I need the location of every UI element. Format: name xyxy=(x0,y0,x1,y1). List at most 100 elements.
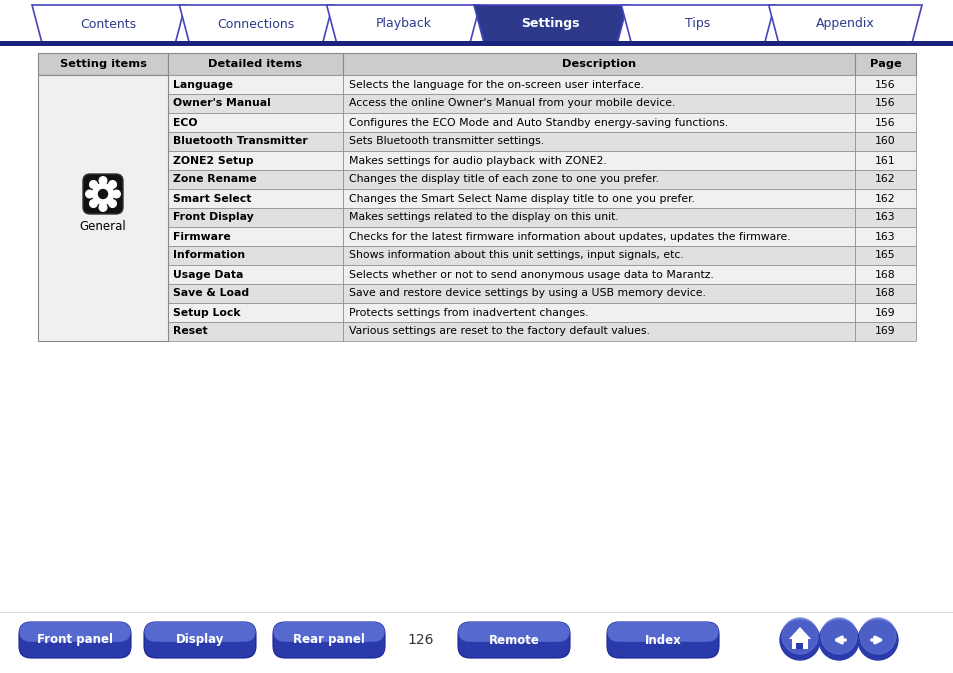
Circle shape xyxy=(109,180,116,188)
FancyBboxPatch shape xyxy=(457,622,569,658)
Bar xyxy=(343,132,854,151)
Bar xyxy=(168,246,343,265)
Polygon shape xyxy=(179,5,333,43)
Text: 162: 162 xyxy=(874,194,895,203)
Polygon shape xyxy=(326,5,479,43)
Text: Changes the display title of each zone to one you prefer.: Changes the display title of each zone t… xyxy=(349,174,659,184)
Text: Shows information about this unit settings, input signals, etc.: Shows information about this unit settin… xyxy=(349,250,683,260)
Text: Display: Display xyxy=(175,633,224,647)
Text: Appendix: Appendix xyxy=(815,17,874,30)
Polygon shape xyxy=(788,627,810,639)
FancyBboxPatch shape xyxy=(144,622,255,642)
Text: 161: 161 xyxy=(874,155,895,166)
FancyBboxPatch shape xyxy=(144,622,255,658)
Bar xyxy=(343,284,854,303)
Bar xyxy=(0,41,953,46)
Bar xyxy=(854,132,915,151)
Circle shape xyxy=(857,620,897,660)
Bar xyxy=(343,75,854,94)
Bar xyxy=(854,94,915,113)
Text: Usage Data: Usage Data xyxy=(172,269,243,279)
Polygon shape xyxy=(620,5,774,43)
FancyBboxPatch shape xyxy=(273,622,385,658)
Bar xyxy=(168,151,343,170)
Text: ZONE2 Setup: ZONE2 Setup xyxy=(172,155,253,166)
Text: Firmware: Firmware xyxy=(172,232,231,242)
Text: Owner's Manual: Owner's Manual xyxy=(172,98,271,108)
Text: Selects the language for the on-screen user interface.: Selects the language for the on-screen u… xyxy=(349,79,643,90)
Text: 156: 156 xyxy=(874,98,895,108)
Polygon shape xyxy=(768,5,921,43)
Bar xyxy=(343,189,854,208)
Text: 163: 163 xyxy=(874,232,895,242)
Bar xyxy=(343,113,854,132)
FancyBboxPatch shape xyxy=(606,622,719,642)
Polygon shape xyxy=(474,5,627,43)
Text: Information: Information xyxy=(172,250,245,260)
Text: 160: 160 xyxy=(874,137,895,147)
Bar xyxy=(168,132,343,151)
Bar xyxy=(854,189,915,208)
Bar xyxy=(343,227,854,246)
Circle shape xyxy=(86,190,93,198)
Text: Page: Page xyxy=(869,59,901,69)
Text: 169: 169 xyxy=(874,308,895,318)
Bar xyxy=(343,246,854,265)
FancyBboxPatch shape xyxy=(606,622,719,658)
Circle shape xyxy=(92,184,113,205)
Text: Tips: Tips xyxy=(684,17,710,30)
Bar xyxy=(343,94,854,113)
Bar xyxy=(168,208,343,227)
Text: Bluetooth Transmitter: Bluetooth Transmitter xyxy=(172,137,308,147)
Circle shape xyxy=(99,177,107,184)
Bar xyxy=(168,265,343,284)
Text: Smart Select: Smart Select xyxy=(172,194,251,203)
Text: ECO: ECO xyxy=(172,118,197,127)
FancyBboxPatch shape xyxy=(273,622,385,642)
Text: Front Display: Front Display xyxy=(172,213,253,223)
Bar xyxy=(343,322,854,341)
Bar xyxy=(168,227,343,246)
Text: Rear panel: Rear panel xyxy=(293,633,365,647)
Text: 162: 162 xyxy=(874,174,895,184)
Circle shape xyxy=(781,618,817,654)
Text: 163: 163 xyxy=(874,213,895,223)
Bar xyxy=(168,75,343,94)
Text: 168: 168 xyxy=(874,289,895,299)
Bar xyxy=(168,322,343,341)
Bar xyxy=(854,75,915,94)
FancyBboxPatch shape xyxy=(19,622,131,658)
Text: Description: Description xyxy=(561,59,636,69)
Circle shape xyxy=(821,618,856,654)
Bar xyxy=(168,53,343,75)
Text: Changes the Smart Select Name display title to one you prefer.: Changes the Smart Select Name display ti… xyxy=(349,194,695,203)
Bar xyxy=(343,265,854,284)
Circle shape xyxy=(818,620,858,660)
Circle shape xyxy=(90,200,97,207)
Circle shape xyxy=(109,200,116,207)
FancyBboxPatch shape xyxy=(457,622,569,642)
Bar xyxy=(343,53,854,75)
Text: Selects whether or not to send anonymous usage data to Marantz.: Selects whether or not to send anonymous… xyxy=(349,269,713,279)
Text: 126: 126 xyxy=(407,633,434,647)
Text: Setup Lock: Setup Lock xyxy=(172,308,240,318)
Bar xyxy=(791,638,807,649)
Circle shape xyxy=(859,618,895,654)
Text: Sets Bluetooth transmitter settings.: Sets Bluetooth transmitter settings. xyxy=(349,137,543,147)
FancyBboxPatch shape xyxy=(19,622,131,642)
Text: Language: Language xyxy=(172,79,233,90)
Bar xyxy=(343,170,854,189)
Bar xyxy=(0,612,953,613)
Bar xyxy=(168,303,343,322)
Bar xyxy=(38,53,168,75)
Text: Reset: Reset xyxy=(172,326,208,336)
Text: Access the online Owner's Manual from your mobile device.: Access the online Owner's Manual from yo… xyxy=(349,98,675,108)
Bar xyxy=(168,170,343,189)
Text: Remote: Remote xyxy=(488,633,538,647)
Bar xyxy=(343,151,854,170)
Text: Zone Rename: Zone Rename xyxy=(172,174,256,184)
Bar xyxy=(854,170,915,189)
Bar xyxy=(343,208,854,227)
Circle shape xyxy=(98,190,108,199)
Bar xyxy=(854,227,915,246)
